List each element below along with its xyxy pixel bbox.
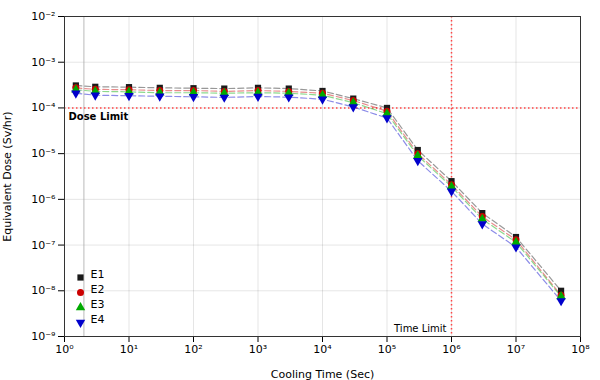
svg-text:10⁻⁵: 10⁻⁵ (31, 147, 55, 160)
svg-text:10⁻⁴: 10⁻⁴ (31, 101, 56, 114)
svg-text:10¹: 10¹ (120, 343, 138, 356)
svg-text:10⁻²: 10⁻² (31, 10, 55, 23)
svg-text:10⁻³: 10⁻³ (31, 56, 55, 69)
svg-text:10⁻⁷: 10⁻⁷ (31, 239, 55, 252)
svg-text:E1: E1 (91, 268, 105, 281)
svg-text:10⁻⁶: 10⁻⁶ (31, 193, 56, 206)
svg-text:E3: E3 (91, 298, 105, 311)
svg-text:E4: E4 (91, 313, 105, 326)
svg-text:10³: 10³ (249, 343, 267, 356)
svg-text:Equivalent Dose (Sv/hr): Equivalent Dose (Sv/hr) (1, 111, 14, 241)
svg-text:Time Limit: Time Limit (393, 323, 447, 334)
svg-text:Dose Limit: Dose Limit (69, 111, 129, 122)
svg-text:10⁵: 10⁵ (378, 343, 396, 356)
svg-text:10⁻⁹: 10⁻⁹ (31, 330, 55, 343)
svg-text:10⁻⁸: 10⁻⁸ (31, 284, 56, 297)
svg-text:10⁰: 10⁰ (55, 343, 74, 356)
svg-text:10⁸: 10⁸ (571, 343, 590, 356)
svg-text:10²: 10² (184, 343, 202, 356)
svg-text:Cooling Time (Sec): Cooling Time (Sec) (271, 368, 375, 380)
svg-text:10⁶: 10⁶ (442, 343, 461, 356)
svg-text:10⁷: 10⁷ (507, 343, 525, 356)
svg-text:10⁴: 10⁴ (313, 343, 332, 356)
svg-text:E2: E2 (91, 283, 105, 296)
